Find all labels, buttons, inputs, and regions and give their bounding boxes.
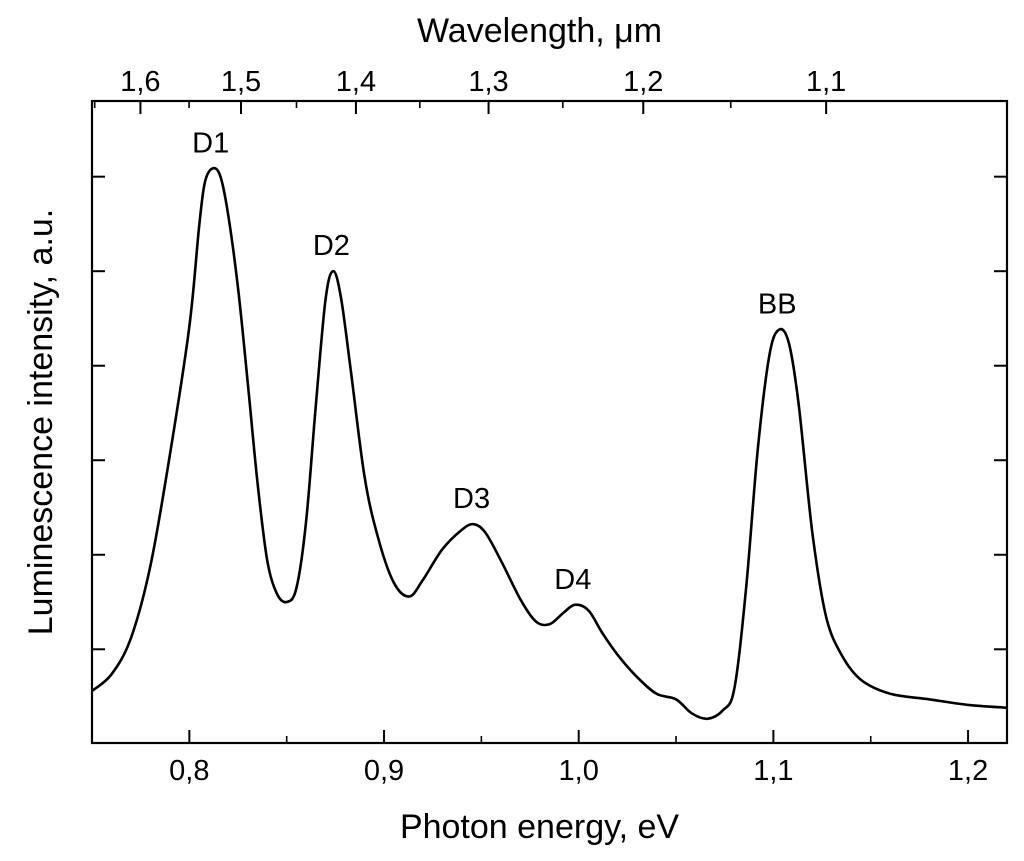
peak-label-bb: BB <box>758 289 797 321</box>
x-tick-label: 0,9 <box>364 755 404 787</box>
x-tick-label: 1,2 <box>948 755 988 787</box>
plot-frame <box>90 99 1009 745</box>
top-tick-label: 1,2 <box>623 66 663 98</box>
x-tick-label: 1,1 <box>753 755 793 787</box>
peak-label-d2: D2 <box>313 230 350 262</box>
top-tick-label: 1,6 <box>120 66 160 98</box>
peak-label-d3: D3 <box>453 483 490 515</box>
top-axis-title: Wavelength, μm <box>417 12 662 50</box>
y-axis-title: Luminescence intensity, a.u. <box>22 209 60 636</box>
top-tick-label: 1,5 <box>221 66 261 98</box>
x-axis-title: Photon energy, eV <box>400 808 679 846</box>
peak-label-d4: D4 <box>554 564 591 596</box>
spectrum-line <box>91 166 1008 721</box>
top-tick-label: 1,3 <box>468 66 508 98</box>
x-tick-label: 0,8 <box>169 755 209 787</box>
x-tick-label: 1,0 <box>559 755 599 787</box>
top-tick-label: 1,4 <box>336 66 376 98</box>
peak-label-d1: D1 <box>192 127 229 159</box>
top-tick-label: 1,1 <box>806 66 846 98</box>
